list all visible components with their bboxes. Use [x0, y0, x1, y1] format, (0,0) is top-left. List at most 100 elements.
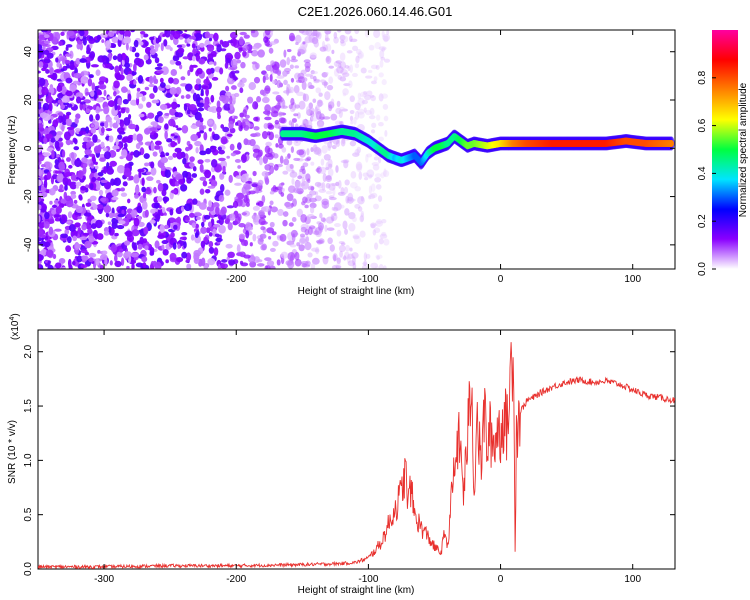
spectrogram-cell — [182, 56, 189, 60]
spectrogram-cell — [278, 143, 284, 149]
spectrogram-cell — [245, 230, 250, 239]
spectrogram-cell — [352, 72, 358, 78]
spectrogram-cell — [270, 106, 275, 113]
snr-panel: -300 -200 -100 0 100 0.0 0.5 1.0 1.5 2.0 Height … — [7, 313, 676, 596]
spectrogram-cell — [371, 80, 377, 85]
spectrogram-cell — [264, 145, 271, 154]
spectrogram-cell — [120, 187, 126, 192]
spectrogram-cell — [225, 57, 231, 64]
spectrogram-cell — [199, 117, 204, 123]
spectrogram-cell — [43, 221, 50, 229]
spectrogram-cell — [45, 133, 53, 139]
spectrogram-cell — [252, 233, 257, 242]
spectrogram-cell — [230, 58, 238, 68]
spectrogram-cell — [92, 104, 97, 111]
spectrogram-cell — [205, 147, 212, 155]
spectrogram-cell — [285, 205, 293, 209]
spectrogram-cell — [139, 31, 146, 35]
spectrogram-cell — [199, 130, 205, 134]
spectrogram-cell — [38, 119, 42, 125]
spectrogram-cell — [64, 172, 72, 177]
spectrogram-cell — [349, 95, 355, 103]
spectrogram-cell — [82, 37, 87, 46]
spectrogram-cell — [199, 163, 204, 173]
spectrogram-cell — [221, 259, 228, 263]
spectrogram-cell — [353, 235, 361, 245]
spectrogram-cell — [159, 224, 165, 234]
spectrogram-cell — [182, 170, 189, 178]
spectrogram-cell — [343, 186, 349, 194]
spectrogram-cell — [356, 146, 362, 154]
spectrogram-cell — [373, 76, 378, 82]
spectrogram-cell — [203, 101, 208, 110]
spectrogram-cell — [188, 35, 196, 40]
spectrogram-cell — [216, 44, 222, 53]
spectrogram-cell — [286, 193, 294, 202]
spectrogram-cell — [371, 162, 380, 166]
spectrogram-cell — [72, 235, 78, 242]
y-tick-label: -20 — [23, 189, 34, 204]
spectrogram-cell — [369, 223, 378, 227]
spectrogram-cell — [359, 230, 366, 238]
spectrogram-cell — [98, 84, 107, 90]
spectrogram-cell — [57, 112, 64, 116]
spectrogram-cell — [161, 239, 169, 245]
spectrogram-cell — [195, 54, 201, 62]
spectrogram-cell — [304, 65, 311, 73]
spectrogram-cell — [321, 198, 329, 206]
snr-frame — [37, 329, 676, 570]
spectrogram-cell — [383, 168, 387, 177]
spectrogram-cell — [81, 255, 89, 261]
spectrogram-cell — [368, 174, 373, 179]
spectrogram-cell — [306, 214, 315, 219]
spectrogram-cell — [310, 70, 318, 75]
spectrogram-cell — [297, 48, 305, 55]
spectrogram-cell — [310, 206, 315, 214]
spectrogram-cell — [156, 111, 163, 117]
spectrogram-cell — [38, 237, 43, 242]
spectrogram-cell — [143, 54, 149, 61]
spectrogram-cell — [216, 220, 221, 224]
spectrogram-cell — [342, 159, 350, 164]
spectrogram-cell — [175, 206, 183, 215]
spectrogram-cell — [343, 255, 347, 261]
spectrogram-cell — [173, 166, 177, 172]
spectrogram-cell — [65, 111, 72, 116]
spectrogram-cell — [257, 49, 265, 58]
spectrogram-cell — [166, 138, 173, 143]
spectrogram-cell — [41, 191, 48, 198]
spectrogram-cell — [338, 244, 346, 253]
spectrogram-cell — [349, 115, 354, 122]
spectrogram-cell — [69, 61, 75, 70]
spectrogram-cell — [92, 204, 98, 210]
spectrogram-cell — [264, 265, 269, 269]
spectrogram-cell — [272, 91, 280, 95]
spectrogram-cell — [85, 91, 91, 96]
spectrogram-cell — [345, 256, 353, 260]
spectrogram-cell — [38, 61, 44, 68]
spectrogram-cell — [62, 58, 66, 65]
spectrogram-cell — [110, 213, 118, 218]
spectrogram-cell — [101, 126, 105, 134]
spectrogram-cell — [103, 89, 107, 97]
spectrogram-cell — [133, 174, 140, 184]
spectrogram-cell — [217, 110, 221, 117]
spectrogram-cell — [357, 196, 365, 205]
spectrogram-cell — [190, 124, 198, 129]
spectrogram-cell — [231, 85, 237, 90]
spectrogram-cell — [53, 214, 62, 218]
spectrogram-cell — [65, 157, 72, 162]
spectrogram-cell — [263, 122, 269, 130]
spectrogram-cell — [42, 102, 50, 111]
spectrogram-cell — [294, 104, 300, 109]
spectrogram-cell — [144, 245, 149, 251]
spectrogram-cell — [162, 206, 166, 214]
spectrogram-cell — [144, 162, 150, 167]
spectrogram-cell — [361, 99, 369, 105]
spectrogram-cell — [120, 107, 126, 114]
spectrogram-cell — [264, 164, 272, 171]
spectrogram-cell — [146, 186, 151, 192]
spectrogram-cell — [95, 181, 101, 191]
spectrogram-cell — [117, 53, 123, 62]
